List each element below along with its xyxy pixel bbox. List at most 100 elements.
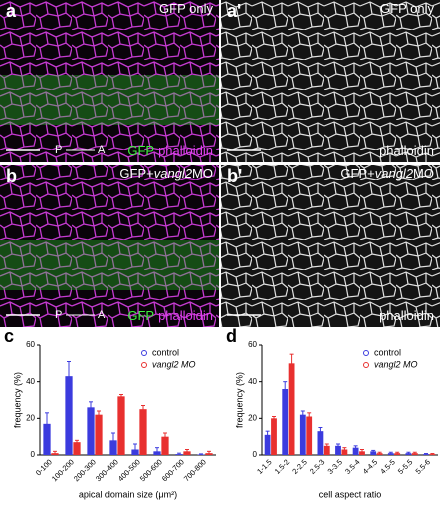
bar	[359, 451, 365, 455]
bar	[352, 447, 359, 455]
bar	[335, 445, 341, 455]
legend-marker	[141, 350, 147, 356]
y-tick-label: 20	[248, 413, 257, 422]
channel: phalloidin	[158, 143, 213, 158]
panel-letter: b'	[227, 166, 242, 186]
y-tick-label: 40	[248, 377, 257, 386]
label-part: GFP only	[380, 1, 434, 16]
x-tick-label: 500-600	[138, 457, 164, 483]
label-part: GFP only	[159, 1, 213, 16]
x-tick-label: 5.5-6	[414, 457, 432, 475]
bar	[109, 440, 117, 455]
bar	[282, 389, 289, 455]
micrograph	[0, 165, 219, 327]
bar	[95, 414, 103, 455]
legend-entry: vangl2 MO	[152, 359, 196, 369]
x-tick-label: 200-300	[72, 457, 98, 483]
x-tick-label: 3.5-4	[343, 457, 361, 475]
channel-label: GFP phalloidin	[127, 143, 213, 158]
y-tick-label: 40	[26, 377, 35, 386]
channel: phalloidin	[379, 308, 434, 323]
channel-label: GFP phalloidin	[127, 308, 213, 323]
bar	[161, 436, 169, 455]
x-tick-label: 400-500	[116, 457, 142, 483]
gfp-band	[0, 240, 219, 290]
panel-letter: b	[6, 166, 17, 186]
legend-marker	[141, 362, 147, 368]
axis-p: P	[55, 144, 62, 156]
legend-entry: control	[152, 347, 179, 357]
x-tick-label: 1.5-2	[273, 457, 291, 475]
channel: phalloidin	[379, 143, 434, 158]
bar	[117, 396, 125, 455]
label-part: GFP+	[340, 166, 374, 181]
y-tick-label: 0	[253, 450, 258, 459]
bar	[43, 423, 51, 455]
micrograph	[0, 0, 219, 162]
bar	[73, 442, 81, 455]
label-part: GFP+	[119, 166, 153, 181]
axis-a: A	[98, 144, 106, 156]
channel: phalloidin	[158, 308, 213, 323]
axis-p: P	[55, 309, 62, 321]
y-tick-label: 60	[26, 340, 35, 349]
bar	[299, 414, 306, 455]
x-tick-label: 300-400	[94, 457, 120, 483]
bar	[87, 407, 95, 455]
channel-label: phalloidin	[379, 143, 434, 158]
micrograph	[221, 165, 440, 327]
bar	[370, 451, 377, 455]
x-tick-label: 2.5-3	[308, 457, 326, 475]
x-tick-label: 4-4.5	[361, 457, 379, 475]
x-tick-label: 2-2.5	[290, 457, 308, 475]
y-tick-label: 20	[26, 413, 35, 422]
legend-entry: control	[374, 347, 401, 357]
panel-letter: c	[4, 326, 14, 346]
x-tick-label: 0-100	[34, 457, 54, 477]
bar	[306, 416, 313, 455]
x-tick-label: 700-800	[182, 457, 208, 483]
y-tick-label: 60	[248, 340, 257, 349]
x-tick-label: 4.5-5	[378, 457, 396, 475]
bar	[341, 449, 348, 455]
gfp-band	[0, 75, 219, 125]
label-part: MO	[192, 166, 213, 181]
x-tick-label: 1-1.5	[255, 457, 273, 475]
bar	[65, 376, 73, 455]
x-tick-label: 5-5.5	[396, 457, 414, 475]
x-axis-label: apical domain size (μm²)	[79, 489, 177, 499]
bar	[183, 451, 191, 455]
y-axis-label: frequency (%)	[234, 372, 244, 428]
x-tick-label: 600-700	[160, 457, 186, 483]
y-tick-label: 0	[31, 450, 36, 459]
legend-marker	[363, 362, 369, 368]
panel-label: GFP+vangl2MO	[340, 166, 434, 181]
legend-marker	[363, 350, 369, 356]
panel-letter: a	[6, 1, 17, 21]
bar	[317, 431, 324, 455]
x-tick-label: 3-3.5	[326, 457, 344, 475]
bar	[323, 445, 330, 455]
channel: GFP	[127, 308, 154, 323]
label-part: MO	[413, 166, 434, 181]
panel-label: GFP only	[159, 1, 213, 16]
bar	[288, 363, 295, 455]
bar	[264, 434, 271, 455]
label-part: vangl2	[375, 166, 414, 181]
x-axis-label: cell aspect ratio	[319, 489, 382, 499]
x-tick-label: 100-200	[50, 457, 76, 483]
channel-label: phalloidin	[379, 308, 434, 323]
micrograph	[221, 0, 440, 162]
panel-label: GFP only	[380, 1, 434, 16]
bar	[139, 409, 147, 455]
bar	[271, 418, 277, 455]
y-axis-label: frequency (%)	[12, 372, 22, 428]
axis-a: A	[98, 309, 106, 321]
panel-label: GFP+vangl2MO	[119, 166, 213, 181]
panel-letter: d	[226, 326, 237, 346]
panel-letter: a'	[227, 1, 241, 21]
label-part: vangl2	[154, 166, 193, 181]
legend-entry: vangl2 MO	[374, 359, 418, 369]
channel: GFP	[127, 143, 154, 158]
